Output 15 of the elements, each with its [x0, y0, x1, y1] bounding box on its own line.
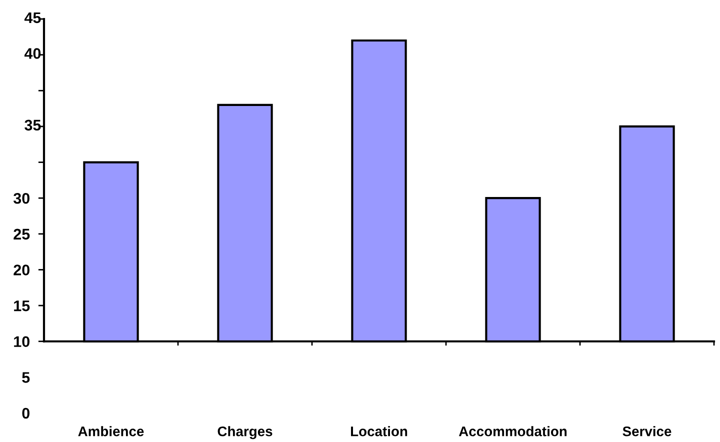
x-tick-label: Location: [351, 426, 408, 436]
y-tick-label: 0: [22, 408, 30, 419]
text: 40: [24, 48, 41, 59]
y-tick-label: 20: [14, 264, 30, 276]
text: 45: [24, 12, 41, 24]
x-tick-label: Ambience: [78, 426, 144, 436]
y-tick-label: 30: [13, 192, 30, 204]
x-tick-label: Service: [622, 426, 672, 436]
y-tick-label: 5: [22, 372, 30, 383]
y-tick-label: 10: [14, 336, 30, 348]
x-tick-label: Accommodation: [458, 426, 567, 436]
text: 35: [24, 120, 41, 131]
y-tick-label: 25: [14, 228, 30, 240]
y-tick-label: 15: [14, 300, 30, 312]
x-tick-label: Charges: [218, 426, 272, 440]
